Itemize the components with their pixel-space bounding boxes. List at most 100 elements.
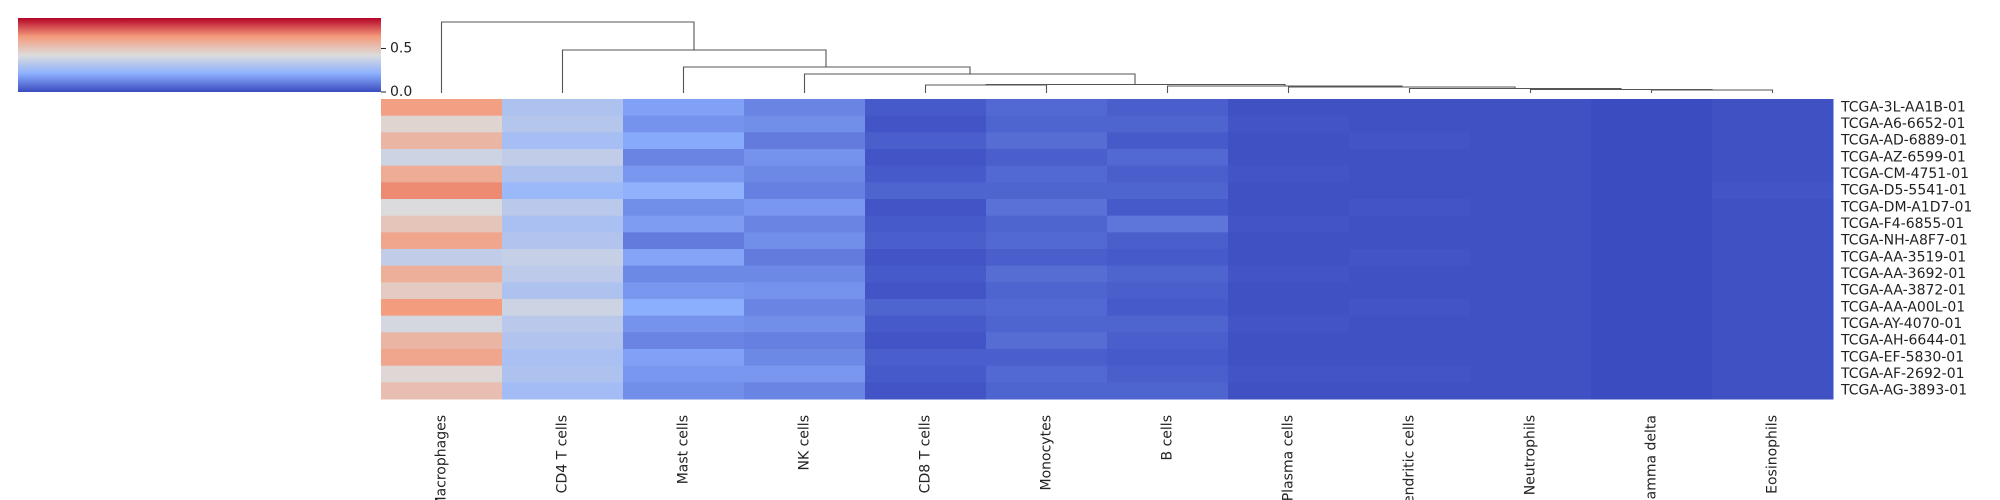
heatmap-cell xyxy=(1349,249,1471,267)
row-label: TCGA-AG-3893-01 xyxy=(1840,383,1967,399)
heatmap-cell xyxy=(381,349,503,367)
heatmap-cell xyxy=(1107,149,1229,167)
heatmap-cell xyxy=(1712,115,1834,133)
heatmap-cell xyxy=(1591,265,1713,283)
heatmap-cell xyxy=(502,282,624,300)
heatmap-cell xyxy=(381,115,503,133)
heatmap-cell xyxy=(865,299,987,317)
heatmap-cell xyxy=(381,165,503,183)
heatmap-cell xyxy=(986,349,1108,367)
row-label: TCGA-CM-4751-01 xyxy=(1840,166,1969,182)
heatmap-cell xyxy=(1591,332,1713,350)
heatmap-cell xyxy=(1470,365,1592,383)
heatmap-cell xyxy=(1228,132,1350,150)
heatmap-cell xyxy=(1712,132,1834,150)
heatmap-cell xyxy=(1107,315,1229,333)
heatmap-cell xyxy=(744,232,866,250)
heatmap-cell xyxy=(1107,365,1229,383)
heatmap-cell xyxy=(865,199,987,217)
heatmap-cell xyxy=(1470,99,1592,117)
heatmap-cell xyxy=(502,265,624,283)
heatmap-cell xyxy=(623,232,745,250)
heatmap-cell xyxy=(1107,132,1229,150)
heatmap-cell xyxy=(1591,182,1713,200)
heatmap-cell xyxy=(986,382,1108,400)
heatmap-cell xyxy=(1591,382,1713,400)
heatmap-cell xyxy=(744,299,866,317)
heatmap-cell xyxy=(623,282,745,300)
heatmap-cell xyxy=(1470,382,1592,400)
colorbar-tick-label: 0.0 xyxy=(390,84,412,100)
heatmap-cell xyxy=(744,332,866,350)
row-label: TCGA-A6-6652-01 xyxy=(1840,116,1965,132)
heatmap-cell xyxy=(623,115,745,133)
heatmap-cell xyxy=(744,149,866,167)
column-label: CD4 T cells xyxy=(555,415,571,493)
colorbar-tick-label: 0.5 xyxy=(390,40,412,56)
heatmap-cell xyxy=(1470,215,1592,233)
heatmap-cell xyxy=(1591,132,1713,150)
heatmap-cell xyxy=(381,315,503,333)
heatmap-cell xyxy=(1228,182,1350,200)
heatmap-cell xyxy=(502,332,624,350)
heatmap-cell xyxy=(1712,282,1834,300)
heatmap-cell xyxy=(1470,199,1592,217)
heatmap-cell xyxy=(381,149,503,167)
heatmap-cell xyxy=(381,299,503,317)
heatmap-cell xyxy=(1591,282,1713,300)
heatmap-cell xyxy=(1228,365,1350,383)
heatmap-cell xyxy=(623,265,745,283)
heatmap-cell xyxy=(1107,332,1229,350)
heatmap-cell xyxy=(986,182,1108,200)
heatmap-cell xyxy=(1591,299,1713,317)
heatmap-cell xyxy=(865,315,987,333)
column-label: B cells xyxy=(1160,415,1176,460)
heatmap-cell xyxy=(1349,382,1471,400)
heatmap-cell xyxy=(986,315,1108,333)
heatmap-cell xyxy=(623,382,745,400)
heatmap-cell xyxy=(502,315,624,333)
heatmap-cell xyxy=(865,149,987,167)
heatmap-cell xyxy=(1349,149,1471,167)
heatmap-cell xyxy=(1712,165,1834,183)
heatmap-cell xyxy=(1107,99,1229,117)
heatmap-cell xyxy=(1107,382,1229,400)
column-label: Dendritic cells xyxy=(1402,415,1418,500)
heatmap-cell xyxy=(1228,215,1350,233)
heatmap-cell xyxy=(1712,182,1834,200)
heatmap-cell xyxy=(1228,332,1350,350)
heatmap-cell xyxy=(1349,349,1471,367)
heatmap-cell xyxy=(1349,299,1471,317)
heatmap-cell xyxy=(1591,232,1713,250)
heatmap-cell xyxy=(502,132,624,150)
heatmap-cell xyxy=(865,182,987,200)
row-label: TCGA-AD-6889-01 xyxy=(1840,133,1967,149)
heatmap-cell xyxy=(623,215,745,233)
heatmap-cell xyxy=(1712,365,1834,383)
heatmap-cell xyxy=(744,199,866,217)
heatmap-cell xyxy=(1712,332,1834,350)
heatmap-cell xyxy=(986,265,1108,283)
row-label: TCGA-AA-3872-01 xyxy=(1840,283,1966,299)
heatmap-cell xyxy=(381,232,503,250)
heatmap-cell xyxy=(865,349,987,367)
heatmap-cell xyxy=(502,165,624,183)
heatmap-cell xyxy=(502,365,624,383)
heatmap-cell xyxy=(1591,165,1713,183)
heatmap-cell xyxy=(1349,232,1471,250)
heatmap-cell xyxy=(381,99,503,117)
heatmap-cell xyxy=(986,282,1108,300)
column-label: Neutrophils xyxy=(1523,415,1539,495)
heatmap-cell xyxy=(1107,349,1229,367)
heatmap-cell xyxy=(502,149,624,167)
heatmap-cell xyxy=(1228,299,1350,317)
row-label: TCGA-NH-A8F7-01 xyxy=(1840,233,1968,249)
heatmap-cell xyxy=(1591,249,1713,267)
heatmap-cell xyxy=(1470,265,1592,283)
heatmap-cell xyxy=(744,349,866,367)
heatmap-cell xyxy=(502,382,624,400)
heatmap-cell xyxy=(744,165,866,183)
heatmap-cell xyxy=(502,299,624,317)
heatmap-cell xyxy=(865,365,987,383)
heatmap-cell xyxy=(1591,115,1713,133)
